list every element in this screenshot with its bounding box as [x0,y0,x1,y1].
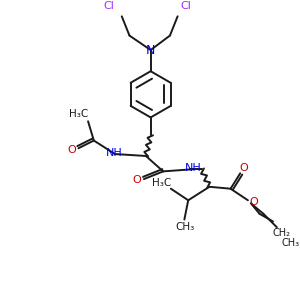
Text: O: O [240,163,248,172]
Text: NH: NH [185,164,201,173]
Text: CH₃: CH₃ [281,238,299,248]
Text: Cl: Cl [181,1,192,11]
Text: O: O [250,197,259,207]
Text: NH: NH [106,148,122,158]
Text: H₃C: H₃C [152,178,171,188]
Text: O: O [67,145,76,155]
Text: H₃C: H₃C [69,109,88,118]
Text: O: O [133,175,142,185]
Text: CH₃: CH₃ [176,222,195,232]
Text: N: N [146,44,155,56]
Text: CH₂: CH₂ [273,228,291,238]
Text: Cl: Cl [104,1,115,11]
